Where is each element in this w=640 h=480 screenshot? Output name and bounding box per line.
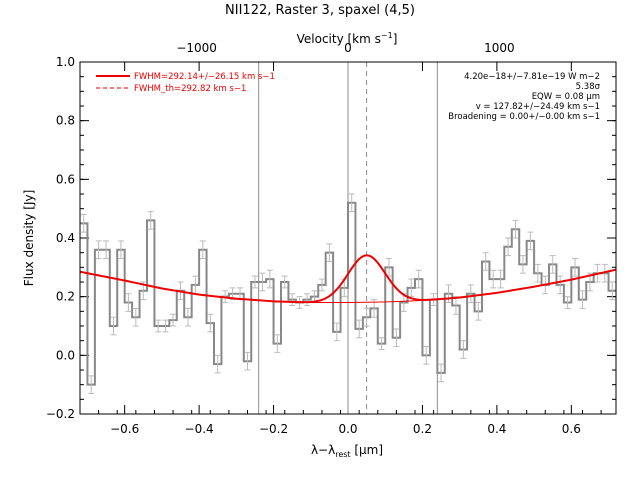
y-tick-label: 0.6 xyxy=(56,172,75,186)
plot-frame xyxy=(79,61,617,415)
x-axis-label: λ−λrest [μm] xyxy=(311,443,383,459)
legend-label: FWHM_th=292.82 km s−1 xyxy=(134,84,246,94)
fit-annotation: EQW = 0.08 μm xyxy=(532,92,600,102)
y-tick-label: 0.4 xyxy=(56,231,75,245)
fit-curves xyxy=(79,254,617,304)
x-tick-label: 0.0 xyxy=(338,422,357,436)
y-tick-label: 0.8 xyxy=(56,114,75,128)
legend: FWHM=292.14+/−26.15 km s−1 FWHM_th=292.82… xyxy=(96,72,275,94)
x-tick-label: −0.4 xyxy=(185,422,214,436)
y-axis-label: Flux density [Jy] xyxy=(22,190,36,287)
gaussian-fit xyxy=(79,254,617,304)
x-tick-label: 0.6 xyxy=(562,422,581,436)
y-tick-label: 1.0 xyxy=(56,55,75,69)
top-tick-label: −1000 xyxy=(176,41,217,55)
y-tick-label: 0.0 xyxy=(56,348,75,362)
fit-annotation: v = 127.82+/−24.49 km s−1 xyxy=(476,102,600,112)
x-tick-label: 0.2 xyxy=(413,422,432,436)
data-layer xyxy=(80,193,616,394)
fit-annotation: Broadening = 0.00+/−0.00 km s−1 xyxy=(448,112,600,122)
top-tick-label: 0 xyxy=(344,41,352,55)
y-tick-label: −0.2 xyxy=(46,407,75,421)
x-tick-label: 0.4 xyxy=(487,422,506,436)
top-axis-label: Velocity [km s−1] xyxy=(297,31,398,46)
x-tick-label: −0.2 xyxy=(259,422,288,436)
fit-annotation: 4.20e−18+/−7.81e−19 W m−2 xyxy=(464,72,600,82)
plot-axes: −0.6 −0.4 −0.2 0.0 0.2 0.4 0.6 −0.2 0.0 0.2 0.4 0.6… xyxy=(46,41,616,436)
x-tick-label: −0.6 xyxy=(110,422,139,436)
chart-title: NII122, Raster 3, spaxel (4,5) xyxy=(225,3,415,18)
fit-annotation: 5.38σ xyxy=(576,82,601,92)
legend-label: FWHM=292.14+/−26.15 km s−1 xyxy=(134,72,275,82)
top-tick-label: 1000 xyxy=(484,41,515,55)
y-tick-label: 0.2 xyxy=(56,290,75,304)
